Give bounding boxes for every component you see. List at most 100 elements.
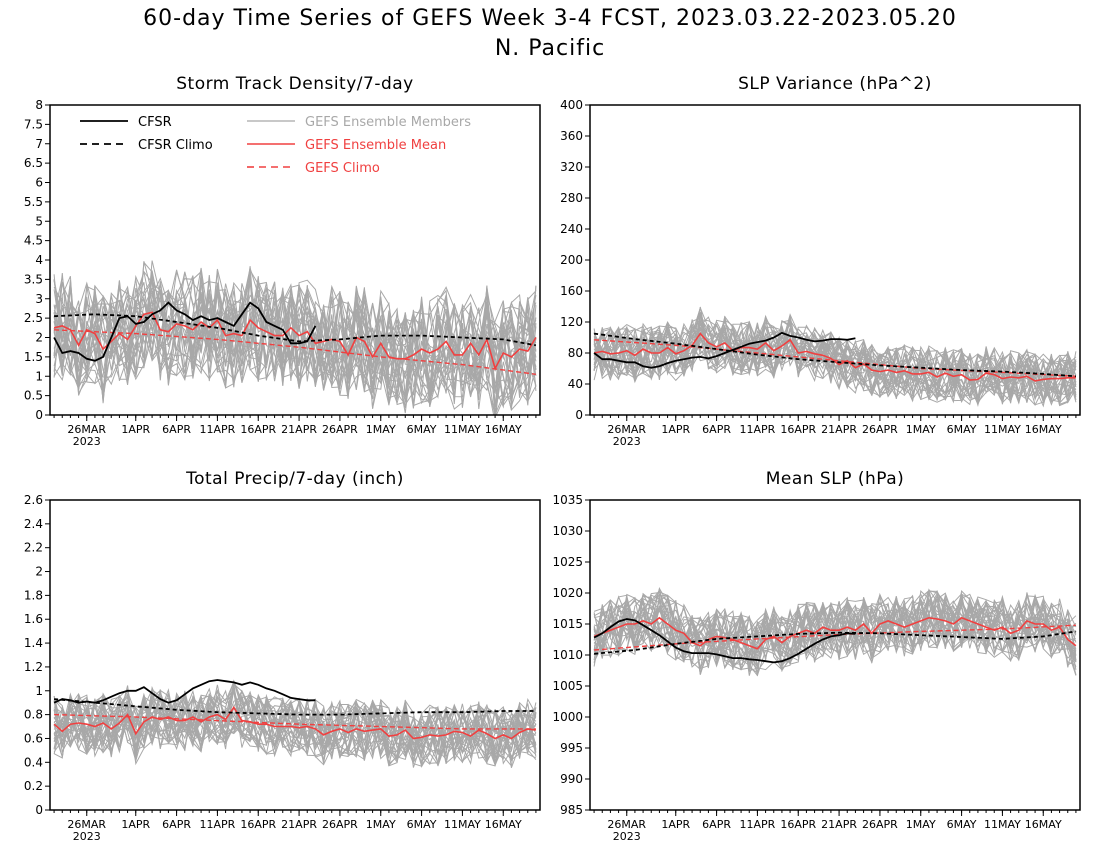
ensemble-members <box>593 306 1077 408</box>
y-tick-label: 1010 <box>552 648 583 662</box>
y-tick-label: 160 <box>560 284 583 298</box>
x-tick-label: 1MAY <box>906 818 936 831</box>
y-tick-label: 1 <box>35 369 43 383</box>
x-tick-label: 16MAY <box>1025 818 1062 831</box>
y-tick-label: 995 <box>560 741 583 755</box>
x-tick-label: 6MAY <box>947 818 977 831</box>
x-tick-label: 6MAY <box>407 818 437 831</box>
x-tick-label: 26MAR <box>67 423 106 436</box>
chart-mean-slp: 985 990 995 1000 1005 1010 1015 1020 1025 1030 103… <box>552 493 1081 843</box>
series-gefs-climo <box>54 329 536 375</box>
y-tick-label: 2 <box>35 331 43 345</box>
y-tick-label: 2.4 <box>24 517 43 531</box>
y-tick-label: 1.2 <box>24 660 43 674</box>
legend-label-gefs-mean: GEFS Ensemble Mean <box>305 138 446 153</box>
x-year-label: 2023 <box>73 435 101 448</box>
series-cfsr <box>53 301 317 362</box>
y-tick-label: 200 <box>560 253 583 267</box>
x-tick-label: 1MAY <box>366 818 396 831</box>
y-tick-label: 0.6 <box>24 731 43 745</box>
y-tick-label: 1.6 <box>24 612 43 626</box>
member-line <box>53 283 537 403</box>
y-tick-label: 0.5 <box>24 389 43 403</box>
y-tick-label: 0.2 <box>24 779 43 793</box>
y-tick-label: 8 <box>35 98 43 112</box>
y-tick-label: 6 <box>35 176 43 190</box>
y-tick-label: 1035 <box>552 493 583 507</box>
y-tick-label: 5.5 <box>24 195 43 209</box>
page-subtitle: N. Pacific <box>494 36 606 61</box>
x-tick-label: 11APR <box>740 423 776 436</box>
x-tick-label: 26MAR <box>607 423 646 436</box>
x-tick-label: 16MAY <box>485 818 522 831</box>
x-tick-label: 26MAR <box>67 818 106 831</box>
member-line <box>53 690 537 765</box>
y-tick-label: 4.5 <box>24 234 43 248</box>
chart-precip: 0 0.2 0.4 0.6 0.8 1 1.2 1.4 1.6 1.8 2 2.2 2.4 2.6 26MA… <box>24 493 541 843</box>
x-tick-label: 26APR <box>862 818 898 831</box>
plot-frame <box>49 499 541 811</box>
member-line <box>593 592 1077 670</box>
series-gefs-climo <box>54 713 536 730</box>
x-tick-label: 6MAY <box>947 423 977 436</box>
x-tick-label: 11APR <box>200 818 236 831</box>
x-tick-label: 6MAY <box>407 423 437 436</box>
x-tick-label: 11MAY <box>444 423 481 436</box>
plot-frame <box>589 499 1081 811</box>
x-year-label: 2023 <box>613 830 641 843</box>
page-title-block: 60-day Time Series of GEFS Week 3-4 FCST… <box>0 4 1100 64</box>
series-cfsr-climo <box>54 698 536 716</box>
member-line <box>53 270 537 412</box>
x-tick-label: 11APR <box>740 818 776 831</box>
series-cfsr <box>593 331 856 369</box>
member-line <box>53 276 537 401</box>
y-tick-label: 5 <box>35 214 43 228</box>
y-tick-label: 0.4 <box>24 755 43 769</box>
y-tick-label: 1.5 <box>24 350 43 364</box>
x-tick-label: 16MAY <box>485 423 522 436</box>
x-tick-label: 11APR <box>200 423 236 436</box>
series-gefs-ensemble-mean <box>593 616 1077 650</box>
x-tick-label: 11MAY <box>984 423 1021 436</box>
ensemble-members <box>53 260 537 415</box>
panel-title-slp-variance: SLP Variance (hPa^2) <box>738 74 932 94</box>
member-line <box>593 315 1077 406</box>
y-tick-label: 1015 <box>552 617 583 631</box>
y-tick-label: 0 <box>575 408 583 422</box>
member-line <box>593 320 1077 402</box>
member-line <box>53 691 537 768</box>
y-tick-label: 1005 <box>552 679 583 693</box>
y-tick-label: 2.5 <box>24 311 43 325</box>
legend-label-members: GEFS Ensemble Members <box>305 115 471 130</box>
member-line <box>53 270 537 415</box>
x-year-label: 2023 <box>73 830 101 843</box>
series-cfsr <box>593 618 856 664</box>
y-tick-label: 0 <box>35 803 43 817</box>
x-tick-label: 26APR <box>322 818 358 831</box>
series-cfsr-climo <box>54 313 537 347</box>
y-tick-label: 4 <box>35 253 43 267</box>
member-line <box>53 275 537 408</box>
y-tick-label: 240 <box>560 222 583 236</box>
x-tick-label: 6APR <box>162 423 191 436</box>
member-line <box>593 315 1077 403</box>
y-tick-label: 1.4 <box>24 636 43 650</box>
legend-label-cfsr: CFSR <box>138 115 172 130</box>
series-cfsr-climo <box>593 332 1076 378</box>
x-tick-label: 16APR <box>240 423 276 436</box>
member-line <box>593 587 1077 667</box>
chart-storm-track: 0 0.5 1 1.5 2 2.5 3 3.5 4 4.5 5 5.5 6 6.5 7 7.5 8 26MAR 1A… <box>24 98 541 448</box>
y-tick-label: 7 <box>35 137 43 151</box>
ensemble-members <box>593 587 1077 677</box>
series-gefs-climo <box>594 624 1076 651</box>
x-tick-label: 1MAY <box>366 423 396 436</box>
x-tick-label: 1APR <box>121 818 150 831</box>
x-tick-label: 26APR <box>322 423 358 436</box>
y-tick-label: 1030 <box>552 524 583 538</box>
x-tick-label: 11MAY <box>444 818 481 831</box>
y-tick-label: 360 <box>560 129 583 143</box>
x-tick-label: 26MAR <box>607 818 646 831</box>
panel-title-storm-track: Storm Track Density/7-day <box>176 74 414 94</box>
y-tick-label: 2.2 <box>24 541 43 555</box>
